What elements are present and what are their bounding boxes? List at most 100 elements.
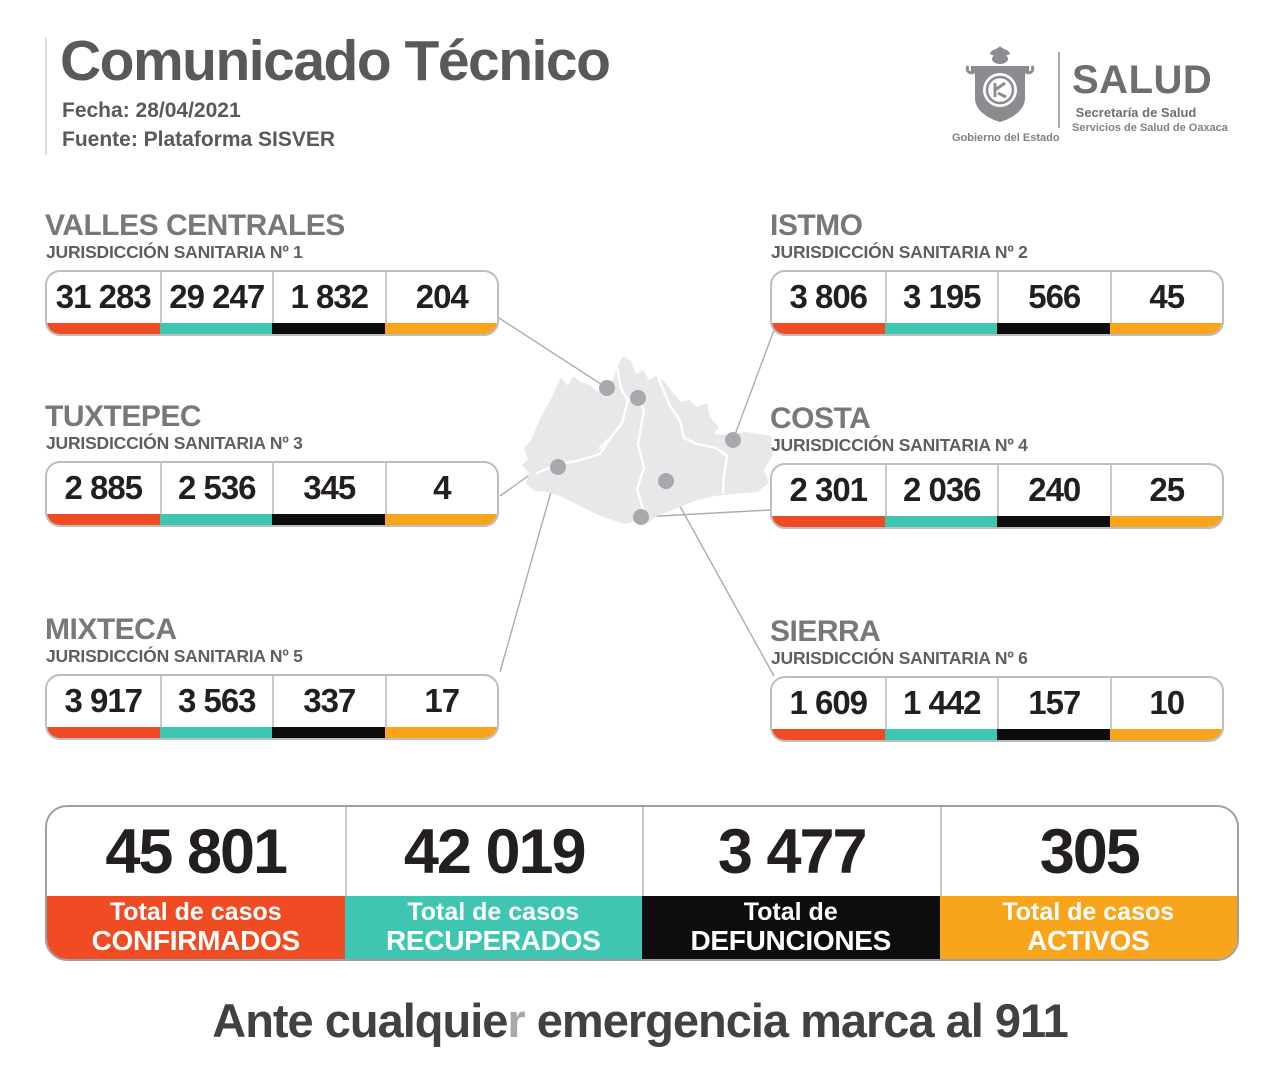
region-stat-card: 3 917 3 563 337 17 [45, 673, 499, 740]
deaths-bar [272, 513, 385, 525]
salud-wordmark: SALUD [1072, 58, 1213, 102]
total-recovered-value: 42 019 [344, 807, 643, 896]
region-jurisdiction: JURISDICCIÓN SANITARIA Nº 5 [46, 645, 303, 666]
total-confirmed: 45 801 Total de casos CONFIRMADOS [47, 807, 345, 959]
recovered-bar [884, 322, 997, 334]
deaths-cell: 566 [997, 271, 1110, 334]
region-stat-card: 2 885 2 536 345 4 [45, 460, 499, 527]
recovered-cell: 3 195 [884, 271, 998, 334]
label-line1: Total de casos [109, 897, 282, 926]
label-line2: CONFIRMADOS [91, 924, 301, 956]
active-bar [384, 513, 497, 525]
deaths-value: 566 [997, 271, 1110, 323]
header: Comunicado Técnico Fecha: 28/04/2021 Fue… [60, 29, 611, 153]
recovered-bar [884, 728, 997, 740]
confirmed-cell: 2 885 [47, 463, 160, 525]
confirmed-value: 2 301 [789, 471, 868, 509]
recovered-cell: 1 442 [884, 677, 998, 740]
active-cell: 25 [1109, 464, 1223, 527]
active-value: 204 [384, 271, 498, 323]
footer-text-a: Ante cualquie [212, 994, 508, 1047]
region-stat-card: 31 283 29 247 1 832 204 [45, 269, 499, 336]
deaths-value: 1 832 [272, 271, 385, 323]
total-confirmed-value: 45 801 [105, 816, 288, 887]
recovered-bar [159, 726, 272, 738]
deaths-cell: 157 [997, 677, 1110, 740]
region-title: TUXTEPEC [45, 400, 202, 433]
region-jurisdiction: JURISDICCIÓN SANITARIA Nº 6 [771, 647, 1028, 668]
active-bar [1109, 515, 1222, 527]
active-value: 25 [1109, 464, 1223, 516]
source-label: Fuente: Plataforma SISVER [62, 128, 336, 152]
government-label: Gobierno del Estado [952, 132, 1060, 144]
active-value: 17 [384, 675, 498, 727]
deaths-cell: 1 832 [272, 271, 385, 334]
confirmed-cell: 2 301 [772, 465, 885, 527]
region-valles-centrales: VALLES CENTRALES JURISDICCIÓN SANITARIA … [45, 210, 499, 336]
recovered-cell: 2 536 [159, 462, 273, 525]
total-deaths-label: Total de DEFUNCIONES [642, 896, 940, 959]
active-value: 10 [1109, 677, 1223, 729]
region-jurisdiction: JURISDICCIÓN SANITARIA Nº 4 [771, 434, 1028, 455]
region-tuxtepec: TUXTEPEC JURISDICCIÓN SANITARIA Nº 3 2 8… [45, 401, 499, 527]
region-sierra: SIERRA JURISDICCIÓN SANITARIA Nº 6 1 609… [770, 616, 1224, 742]
state-totals-bar: 45 801 Total de casos CONFIRMADOS 42 019… [45, 805, 1239, 961]
label-line1: Total de [743, 897, 838, 926]
salud-logo: Gobierno del Estado SALUD Secretaría de … [952, 46, 1228, 144]
active-value: 4 [384, 462, 498, 514]
recovered-value: 2 036 [884, 464, 998, 516]
deaths-cell: 337 [272, 675, 385, 738]
total-active: 305 Total de casos ACTIVOS [939, 807, 1238, 959]
footer-text-c: emergencia marca al 911 [524, 994, 1069, 1047]
deaths-cell: 240 [997, 464, 1110, 527]
region-istmo: ISTMO JURISDICCIÓN SANITARIA Nº 2 3 806 … [770, 210, 1224, 336]
region-title: SIERRA [770, 615, 881, 648]
state-crest: Gobierno del Estado [952, 46, 1060, 144]
recovered-value: 1 442 [884, 677, 998, 729]
jurisdiction-borders [535, 365, 729, 520]
recovered-cell: 29 247 [159, 271, 272, 334]
recovered-cell: 3 563 [159, 675, 273, 738]
confirmed-cell: 3 806 [772, 272, 885, 334]
region-mixteca: MIXTECA JURISDICCIÓN SANITARIA Nº 5 3 91… [45, 614, 499, 740]
region-marker-dots [550, 380, 741, 525]
footer-text-b: r [507, 994, 525, 1047]
region-title: VALLES CENTRALES [45, 209, 345, 242]
label-line2: DEFUNCIONES [690, 924, 892, 956]
confirmed-cell: 1 609 [772, 678, 885, 740]
active-bar [384, 322, 497, 334]
label-line1: Total de casos [1002, 897, 1175, 926]
recovered-value: 2 536 [159, 462, 273, 514]
region-jurisdiction: JURISDICCIÓN SANITARIA Nº 2 [771, 241, 1028, 262]
region-title: ISTMO [770, 209, 863, 242]
date-label: Fecha: 28/04/2021 [62, 98, 241, 122]
recovered-value: 3 195 [884, 271, 998, 323]
active-bar [1109, 322, 1222, 334]
secretaria-label: Secretaría de Salud [1075, 105, 1197, 120]
confirmed-value: 31 283 [55, 278, 152, 316]
label-line2: RECUPERADOS [385, 924, 601, 956]
region-stat-card: 3 806 3 195 566 45 [770, 269, 1224, 336]
region-stat-card: 1 609 1 442 157 10 [770, 675, 1224, 742]
confirmed-value: 3 917 [64, 682, 143, 720]
confirmed-value: 1 609 [789, 684, 868, 722]
active-cell: 204 [384, 271, 498, 334]
deaths-value: 157 [997, 677, 1110, 729]
deaths-bar [272, 322, 385, 334]
active-cell: 10 [1109, 677, 1223, 740]
confirmed-bar [47, 322, 160, 334]
recovered-bar [884, 515, 997, 527]
connector-lines [495, 315, 775, 677]
deaths-bar [997, 728, 1110, 740]
page-title: Comunicado Técnico [60, 29, 611, 93]
recovered-value: 3 563 [159, 675, 273, 727]
total-deaths-value: 3 477 [642, 807, 940, 896]
emergency-notice: Ante cualquier emergencia marca al 911 [0, 993, 1280, 1048]
total-active-value: 305 [939, 807, 1238, 896]
confirmed-cell: 31 283 [47, 272, 160, 334]
deaths-bar [997, 322, 1110, 334]
confirmed-value: 2 885 [64, 469, 143, 507]
header-rule [45, 38, 47, 155]
servicios-label: Servicios de Salud de Oaxaca [1072, 122, 1228, 134]
logo-divider [1058, 52, 1060, 128]
